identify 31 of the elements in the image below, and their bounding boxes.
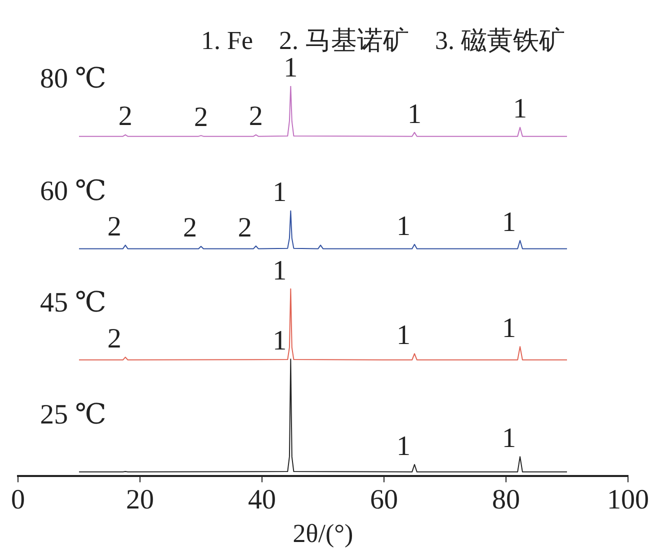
series-label: 45 ℃ [40,287,106,318]
annotation: 1 [396,430,410,462]
annotation: 1 [502,423,516,454]
annotation: 1 [408,98,422,130]
annotation: 2 [118,101,132,132]
x-tick-label: 40 [248,484,276,516]
annotation: 2 [194,102,208,133]
annotation: 1 [502,313,516,344]
annotation: 1 [396,210,410,242]
series-label: 60 ℃ [40,176,106,208]
x-tick-label: 80 [492,484,520,516]
annotation: 1 [272,177,287,208]
annotation: 2 [107,324,122,355]
series-label: 25 ℃ [40,399,106,430]
x-tick-label: 100 [607,484,649,516]
series-label: 80 ℃ [40,64,106,95]
annotation: 1 [272,326,287,356]
annotation: 2 [183,212,197,244]
x-tick-label: 20 [126,484,154,516]
annotation: 1 [513,94,528,125]
annotation: 1 [284,52,298,84]
annotation: 2 [238,212,252,244]
x-axis-title: 2θ/(°) [292,519,354,548]
annotation: 1 [272,255,287,286]
text: 1. Fe 2. 马基诺矿 3. 磁黄铁矿 [201,26,565,55]
annotation: 2 [107,212,122,243]
x-tick-label: 60 [370,484,398,516]
annotation: 1 [502,206,516,238]
annotation: 2 [248,101,263,132]
x-tick-label: 0 [11,484,25,516]
annotation: 1 [396,320,410,352]
